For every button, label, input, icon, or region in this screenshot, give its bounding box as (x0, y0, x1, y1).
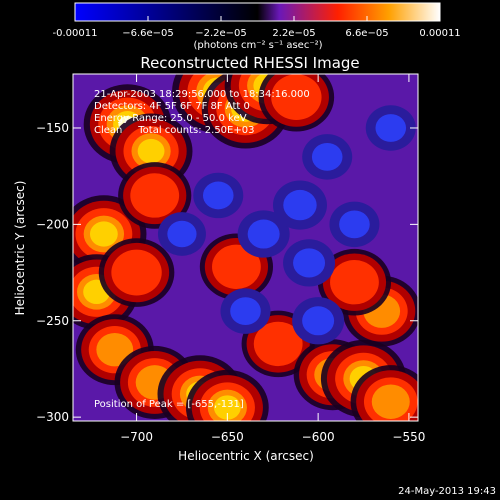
negative-blob (311, 142, 343, 171)
negative-blob (302, 306, 335, 336)
heatmap-blobs (73, 74, 418, 421)
overlay-peak-position: Position of Peak = [-655,-131] (94, 399, 244, 410)
emission-blob (89, 221, 118, 247)
x-tick-label: −600 (302, 430, 335, 444)
chart-title: Reconstructed RHESSI Image (140, 54, 359, 72)
colorbar (74, 2, 441, 22)
emission-blob (137, 138, 165, 164)
negative-blob (283, 189, 317, 221)
colorbar-tick-label: -0.00011 (53, 28, 98, 39)
overlay-clean-counts: Clean Total counts: 2.50E+03 (94, 125, 254, 136)
y-axis-label: Heliocentric Y (arcsec) (13, 181, 27, 316)
emission-blob (130, 173, 180, 218)
emission-blob (330, 260, 379, 305)
x-tick-label: −550 (392, 430, 425, 444)
emission-blob (213, 395, 241, 420)
negative-blob (293, 248, 326, 278)
y-axis-ticks: −300 −250 −200 −150 (36, 121, 418, 424)
y-tick-label: −150 (36, 121, 69, 135)
emission-blob (111, 249, 162, 296)
negative-blob (339, 210, 370, 239)
negative-blob (247, 219, 280, 249)
emission-blob (371, 384, 410, 419)
colorbar-tick-label: 6.6e−05 (345, 28, 388, 39)
overlay-time-range: 21-Apr-2003 18:29:56.000 to 18:34:16.000 (94, 89, 310, 100)
x-tick-label: −650 (211, 430, 244, 444)
colorbar-unit-label: (photons cm⁻² s⁻¹ asec⁻²) (193, 40, 322, 51)
x-axis-ticks: −700 −650 −600 −550 (120, 74, 425, 444)
timestamp: 24-May-2013 19:43 (398, 486, 496, 497)
emission-blob (271, 74, 322, 121)
colorbar-tick-label: −6.6e−05 (122, 28, 174, 39)
y-tick-label: −250 (36, 314, 69, 328)
y-tick-label: −300 (36, 410, 69, 424)
emission-blob (96, 332, 134, 367)
plot-area (73, 74, 418, 421)
overlay-energy-range: Energy Range: 25.0 - 50.0 keV (94, 113, 247, 124)
negative-blob (375, 114, 407, 142)
negative-blob (230, 297, 261, 326)
x-axis-label: Heliocentric X (arcsec) (178, 449, 314, 463)
negative-blob (202, 181, 234, 210)
colorbar-tick-label: 0.00011 (419, 28, 460, 39)
overlay-detectors: Detectors: 4F 5F 6F 7F 8F Att 0 (94, 101, 250, 112)
colorbar-tick-label: −2.2e−05 (195, 28, 247, 39)
negative-blob (167, 220, 197, 248)
emission-blob (253, 321, 303, 367)
x-tick-label: −700 (120, 430, 153, 444)
colorbar-tick-label: 2.2e−05 (272, 28, 315, 39)
plot-frame (72, 73, 419, 422)
colorbar-ticks: -0.00011 −6.6e−05 −2.2e−05 2.2e−05 6.6e−05 0.… (53, 16, 461, 39)
y-tick-label: −200 (36, 217, 69, 231)
emission-blob (212, 244, 261, 289)
